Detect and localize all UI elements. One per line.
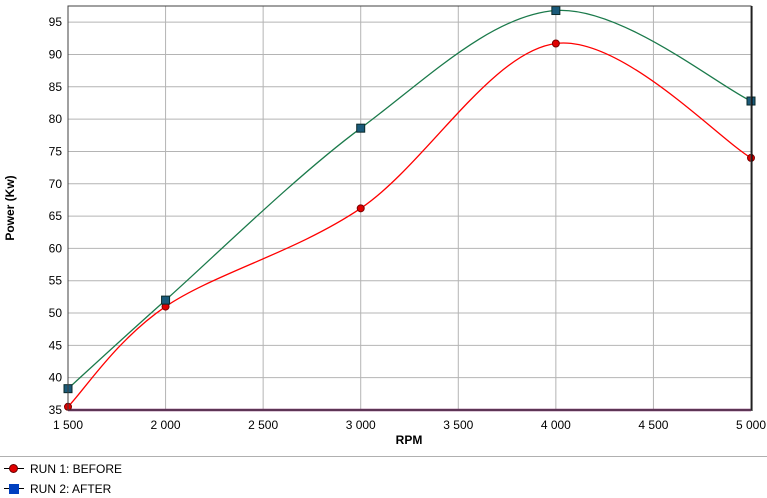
series-2-point-4 [551,6,561,16]
series-layer [63,6,756,411]
y-tick-label-13: 95 [49,15,63,29]
y-tick-label-7: 65 [49,209,63,223]
series-2-point-2 [161,295,171,305]
series-line-2 [67,9,752,390]
x-tick-label-5: 3 500 [443,418,473,432]
grid [68,6,752,411]
square-marker-icon [4,482,24,496]
x-tick-labels: 1 500 2 000 2 500 3 000 3 500 4 000 4 500 5 000 [53,418,766,432]
x-tick-label-1: 1 500 [53,418,83,432]
y-tick-label-1: 35 [49,403,63,417]
legend: RUN 1: BEFORE RUN 2: AFTER [0,456,767,498]
plot-frame [67,5,753,411]
series-2-point-3 [356,123,366,133]
series-1-point-4 [551,39,560,48]
y-tick-labels: 35 40 45 50 55 60 65 70 75 80 85 90 95 [49,15,63,417]
y-tick-label-10: 80 [49,112,63,126]
x-tick-label-2: 2 000 [151,418,181,432]
legend-item-run1[interactable]: RUN 1: BEFORE [4,460,122,478]
x-tick-label-6: 4 000 [541,418,571,432]
y-tick-label-6: 60 [49,241,63,255]
y-tick-label-2: 40 [49,371,63,385]
x-tick-label-8: 5 000 [736,418,766,432]
series-line-1 [67,42,752,408]
y-tick-label-9: 75 [49,144,63,158]
plot-border [67,5,752,411]
y-tick-label-11: 85 [49,80,63,94]
series-1-point-3 [356,204,365,213]
y-tick-label-4: 50 [49,306,63,320]
y-tick-label-3: 45 [49,338,63,352]
x-axis-title: RPM [396,433,423,447]
x-tick-label-7: 4 500 [638,418,668,432]
legend-label-run1: RUN 1: BEFORE [30,462,123,476]
power-rpm-chart: 1 500 2 000 2 500 3 000 3 500 4 000 4 500 5 000… [3,5,766,447]
legend-item-run2[interactable]: RUN 2: AFTER [4,480,111,498]
y-tick-label-8: 70 [49,177,63,191]
legend-label-run2: RUN 2: AFTER [30,482,112,496]
y-tick-label-5: 55 [49,274,63,288]
circle-marker-icon [4,462,24,476]
x-tick-label-3: 2 500 [248,418,278,432]
y-axis-title: Power (Kw) [3,175,17,240]
x-tick-label-4: 3 000 [346,418,376,432]
y-tick-label-12: 90 [49,47,63,61]
